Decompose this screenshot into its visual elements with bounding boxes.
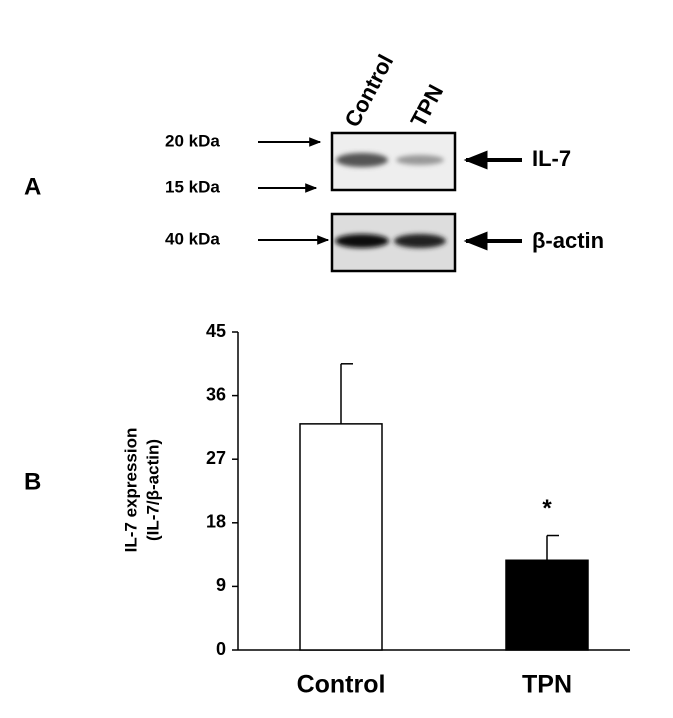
band-label: β-actin [532,228,604,253]
lane-label: TPN [405,80,448,131]
y-axis-label: IL-7 expression [121,428,140,553]
y-tick-label: 9 [216,575,226,595]
panel-label: A [24,173,41,200]
marker-label: 40 kDa [165,229,220,248]
y-tick-label: 27 [206,448,226,468]
lane-label: Control [339,50,398,131]
blot [330,131,457,273]
marker-label: 15 kDa [165,177,220,196]
panel-label: B [24,468,41,495]
bar [505,559,589,651]
annotation: * [542,495,552,522]
band-label: IL-7 [532,146,571,171]
bar [299,423,383,651]
plot: 0 9 18 27 36 45 Control TPN * [206,321,630,699]
arrows [258,137,522,251]
y-axis-label: (IL-7/β-actin) [143,439,162,541]
x-tick-label: Control [297,671,386,699]
marker-label: 20 kDa [165,131,220,150]
y-tick-label: 45 [206,321,226,341]
y-tick-label: 0 [216,639,226,659]
y-tick-label: 36 [206,384,226,404]
x-tick-label: TPN [522,671,572,699]
y-tick-label: 18 [206,512,226,532]
